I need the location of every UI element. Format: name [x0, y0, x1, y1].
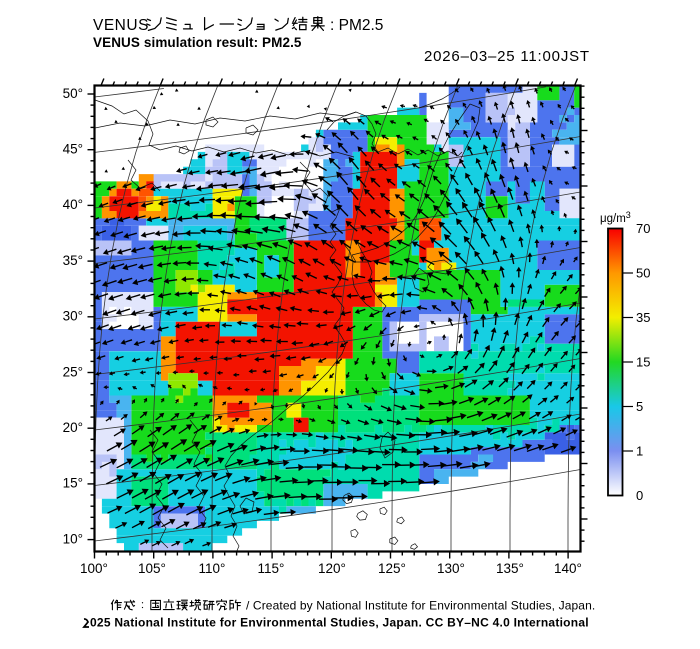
svg-text:15°: 15°	[63, 476, 83, 491]
svg-text:1: 1	[636, 444, 643, 459]
svg-text:35: 35	[636, 310, 650, 325]
svg-text:025 National Institute for Env: 025 National Institute for Environmental…	[90, 616, 589, 630]
svg-text:125°: 125°	[378, 561, 406, 576]
svg-text:VENUS simulation result: PM2.5: VENUS simulation result: PM2.5	[93, 35, 302, 50]
svg-text:120°: 120°	[318, 561, 346, 576]
svg-text:110°: 110°	[199, 561, 226, 576]
svg-text:: PM2.5: : PM2.5	[330, 17, 383, 34]
svg-text:2026–03–25 11:00JST: 2026–03–25 11:00JST	[424, 48, 590, 65]
svg-text:10°: 10°	[63, 531, 83, 546]
svg-text:/ Created by National Institut: / Created by National Institute for Envi…	[246, 599, 595, 613]
svg-text:35°: 35°	[63, 253, 83, 268]
svg-text:15: 15	[636, 355, 650, 370]
svg-text:25°: 25°	[63, 364, 83, 379]
svg-text:50: 50	[636, 266, 650, 281]
svg-text:5: 5	[636, 399, 643, 414]
svg-text:130°: 130°	[437, 561, 465, 576]
svg-text:115°: 115°	[258, 561, 285, 576]
svg-text:140°: 140°	[554, 561, 582, 576]
svg-text:VENUS: VENUS	[93, 17, 149, 34]
svg-text:45°: 45°	[63, 142, 83, 157]
svg-text:100°: 100°	[80, 561, 108, 576]
svg-text:μg/m3: μg/m3	[600, 210, 631, 225]
svg-text:30°: 30°	[63, 309, 83, 324]
svg-text:105°: 105°	[138, 561, 166, 576]
svg-text:70: 70	[636, 221, 650, 236]
svg-text:0: 0	[636, 488, 643, 503]
svg-text:20°: 20°	[63, 420, 83, 435]
svg-text:135°: 135°	[496, 561, 524, 576]
svg-text:40°: 40°	[63, 197, 83, 212]
svg-text:50°: 50°	[63, 86, 83, 101]
